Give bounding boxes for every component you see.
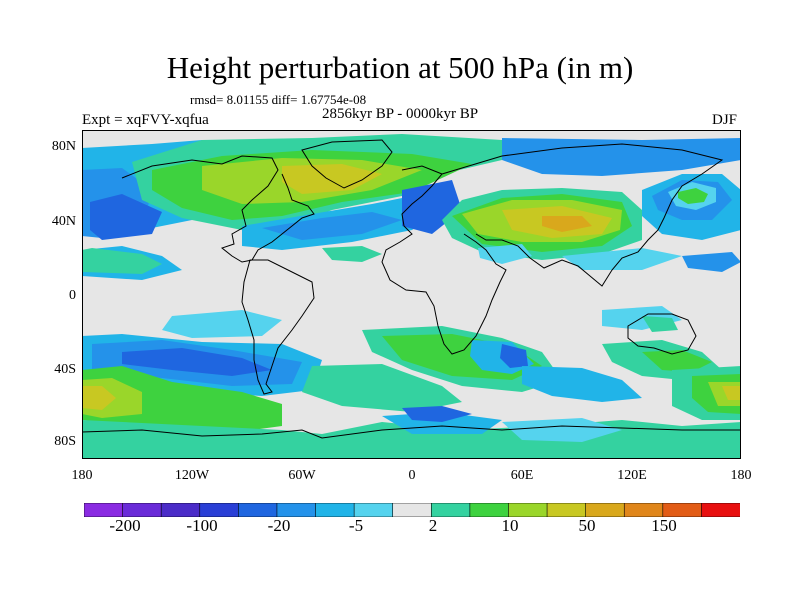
season-label: DJF (712, 112, 738, 128)
map-plot (82, 130, 741, 459)
contour-region (122, 348, 272, 376)
coastline (241, 259, 315, 395)
lon-label-180e: 180 (730, 468, 752, 483)
coastline (301, 139, 393, 189)
coastline (381, 165, 507, 355)
colorbar-label: -5 (348, 516, 364, 535)
contour-region (682, 252, 741, 272)
colorbar-swatch (469, 503, 510, 517)
colorbar-swatch (238, 503, 278, 517)
colorbar-swatch (160, 503, 201, 517)
contour-region (402, 406, 472, 422)
lat-label-80s: 80S (54, 434, 76, 449)
contour-region (522, 366, 642, 402)
lon-label-0: 0 (408, 468, 416, 483)
lon-label-180w: 180 (71, 468, 93, 483)
coastline (82, 425, 741, 439)
contour-region (642, 316, 678, 332)
contour-region (678, 188, 708, 204)
colorbar-swatch (276, 503, 317, 517)
colorbar-swatch (585, 503, 626, 517)
colorbar-swatch (199, 503, 240, 517)
coastline (441, 143, 724, 287)
colorbar-label: 150 (651, 516, 677, 535)
contour-region (562, 248, 682, 270)
colorbar-label: -200 (109, 516, 141, 535)
contour-region (502, 418, 622, 442)
contour-region (262, 212, 402, 240)
contour-region (282, 164, 382, 194)
contour-region (502, 138, 741, 176)
lat-label-0: 0 (69, 288, 76, 303)
lat-label-80n: 80N (51, 139, 76, 154)
colorbar-label: 2 (428, 516, 438, 535)
contour-region (478, 244, 532, 264)
colorbar-swatch (430, 503, 471, 517)
colorbar-swatch (701, 503, 740, 517)
contour-region (162, 310, 282, 338)
plot-title: Height perturbation at 500 hPa (in m) (166, 50, 634, 85)
colorbar-label: 50 (578, 516, 596, 535)
colorbar (84, 503, 740, 517)
contour-region (90, 194, 162, 240)
experiment-label: Expt = xqFVY-xqfua (82, 112, 209, 128)
colorbar-swatch (546, 503, 587, 517)
period-label: 2856kyr BP - 0000kyr BP (322, 106, 479, 122)
colorbar-swatch (84, 503, 124, 517)
contour-region (82, 366, 282, 434)
contour-region (82, 386, 116, 410)
lat-label-40n: 40N (51, 214, 76, 229)
contour-region (82, 248, 162, 274)
lon-label-60e: 60E (510, 468, 534, 483)
contour-region (542, 216, 592, 232)
colorbar-swatch (508, 503, 548, 517)
colorbar-label: -100 (186, 516, 218, 535)
contour-region (500, 344, 528, 368)
coastline (627, 313, 697, 355)
stats-text: rmsd= 8.01155 diff= 1.67754e-08 (190, 92, 367, 107)
colorbar-swatch (315, 503, 355, 517)
lat-label-40s: 40S (54, 362, 76, 377)
contour-region (722, 386, 741, 400)
contour-fill (82, 134, 741, 459)
coastline (121, 155, 315, 263)
colorbar-label: -20 (267, 516, 291, 535)
contour-region (302, 364, 462, 412)
contour-region (642, 350, 712, 372)
colorbar-swatch (392, 503, 433, 517)
coastlines (82, 139, 741, 439)
colorbar-swatch (122, 503, 162, 517)
colorbar-label: 10 (501, 516, 519, 535)
colorbar-swatch (623, 503, 664, 517)
contour-region (322, 246, 382, 262)
lon-label-120e: 120E (617, 468, 647, 483)
colorbar-swatch (353, 503, 394, 517)
lon-label-120w: 120W (174, 468, 210, 483)
colorbar-swatch (662, 503, 703, 517)
lon-label-60w: 60W (288, 468, 316, 483)
